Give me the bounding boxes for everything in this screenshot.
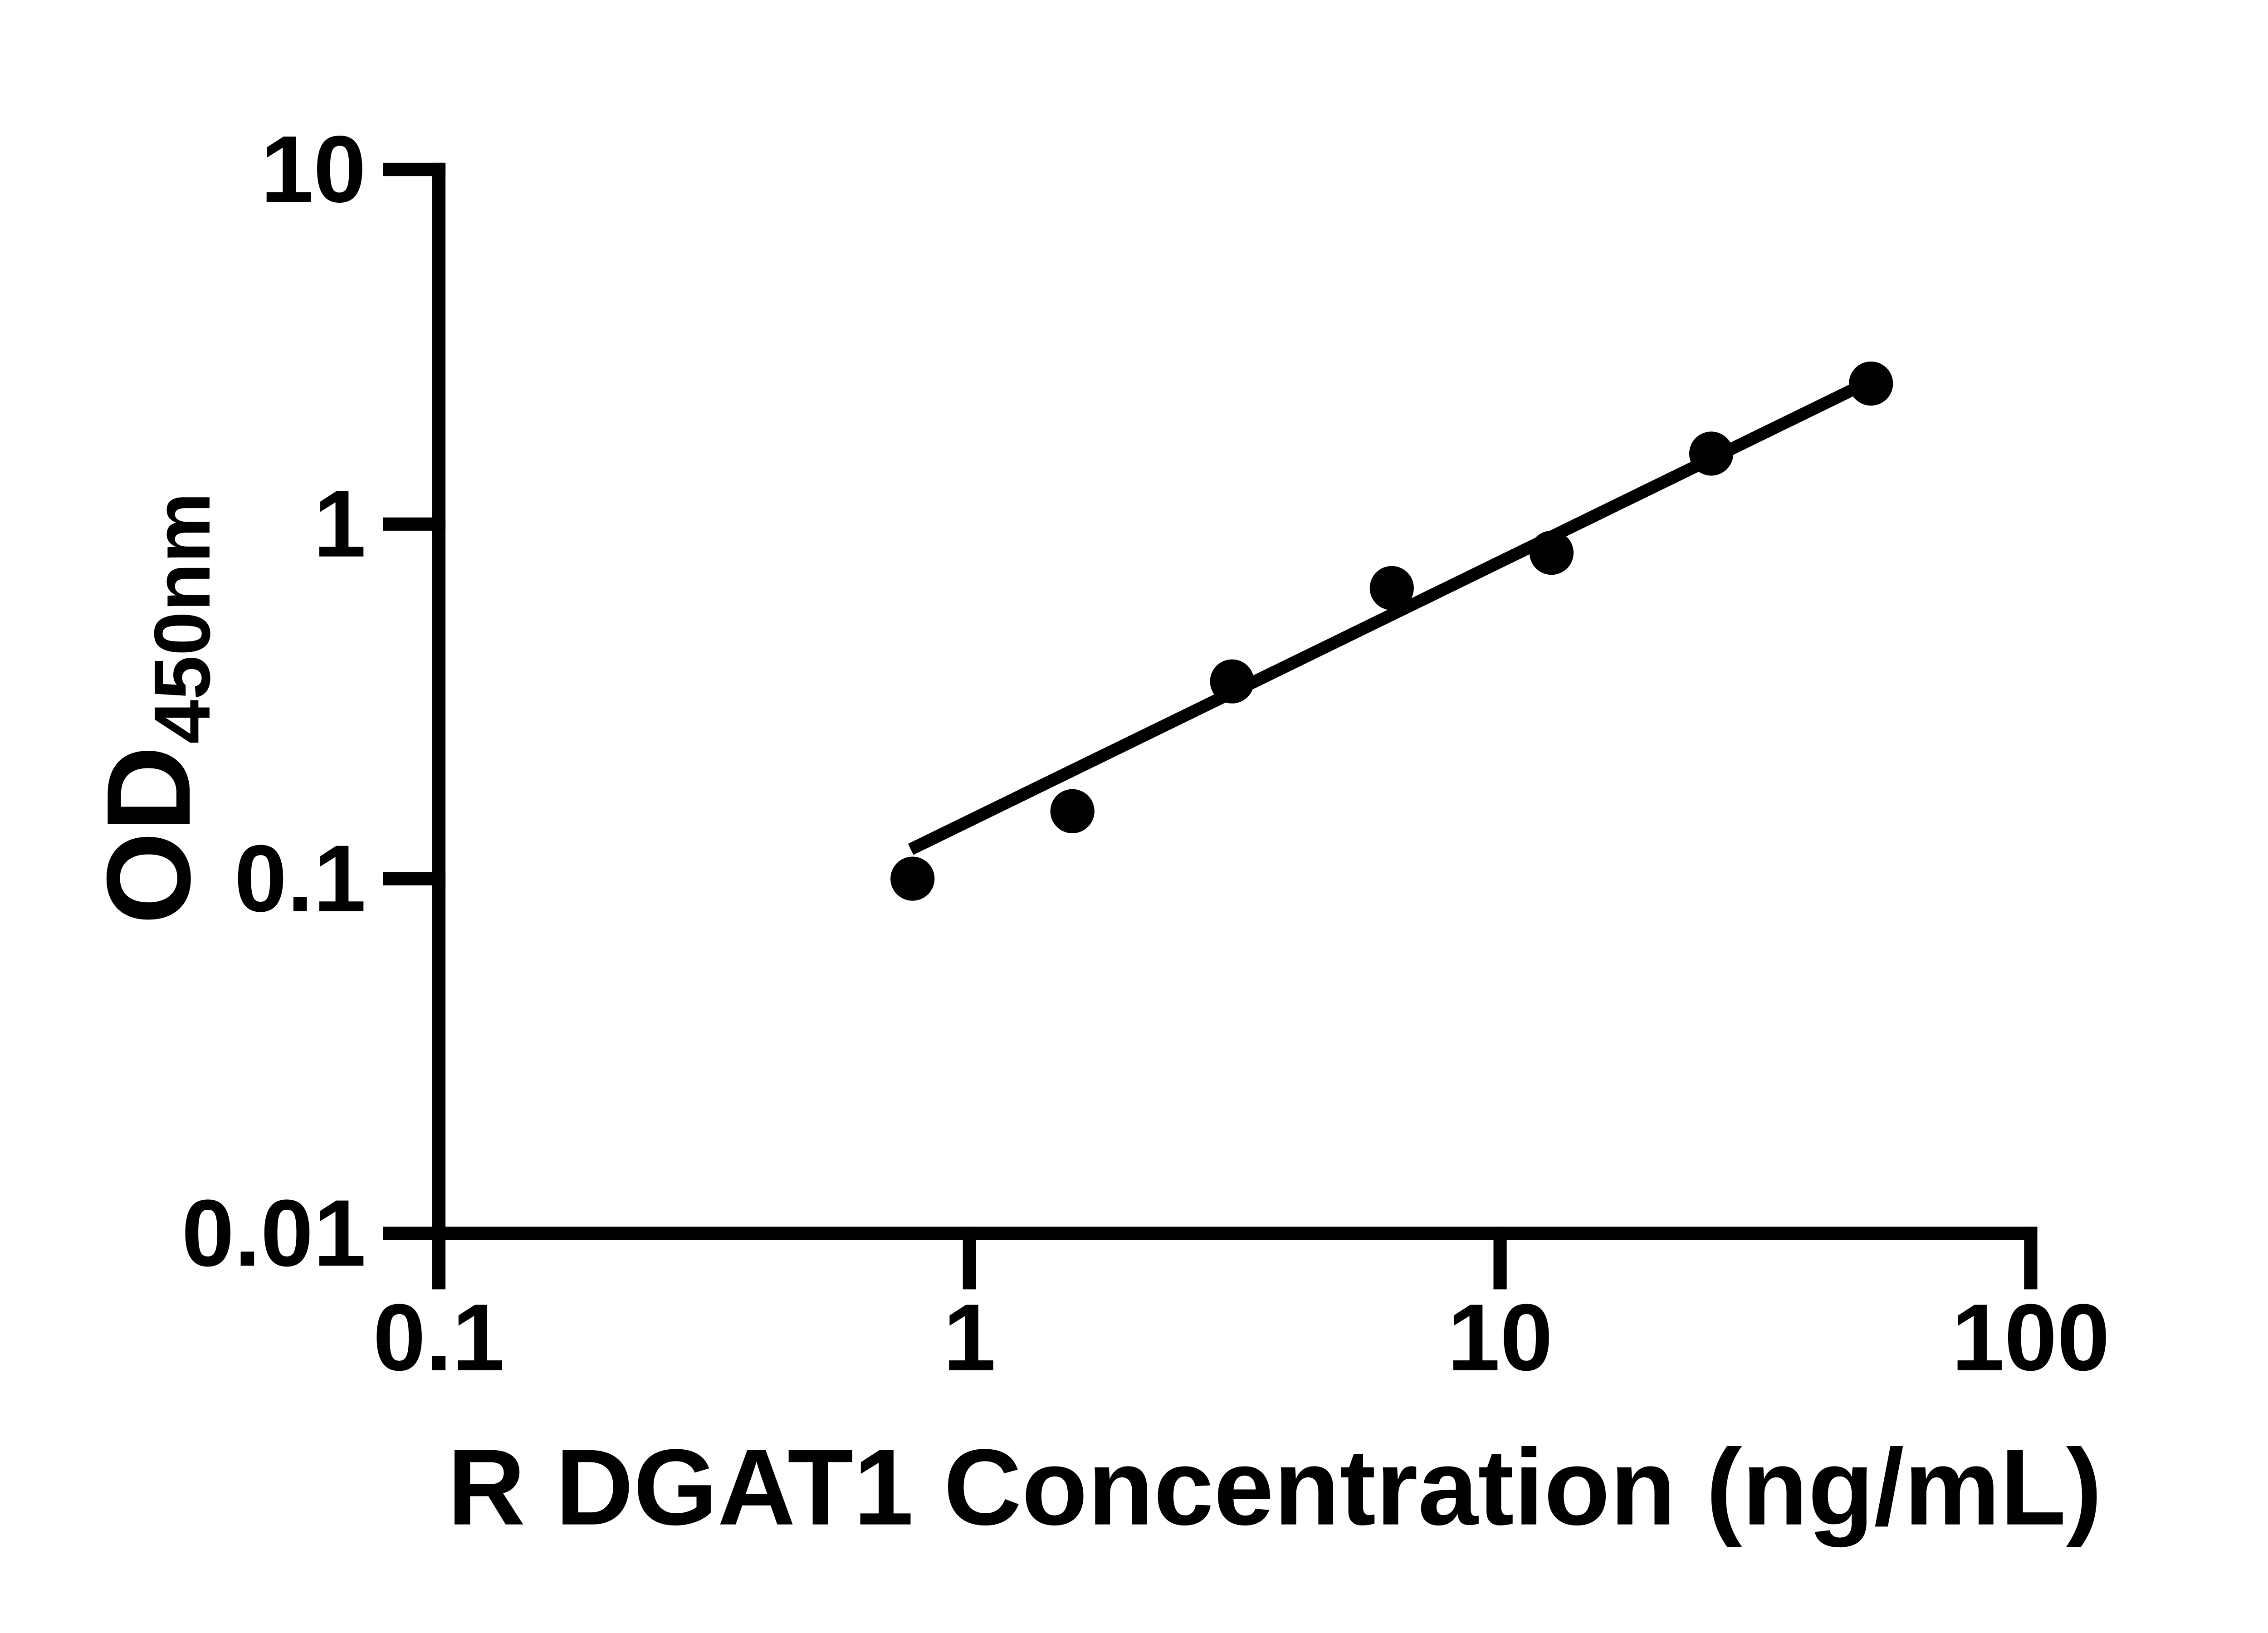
y-axis-title: OD 450nm [82, 492, 227, 924]
data-point [890, 856, 935, 901]
x-tick-label: 1 [943, 1285, 996, 1390]
y-axis-tick-labels: 10 1 0.1 0.01 [181, 117, 366, 1286]
data-point [1849, 361, 1893, 406]
y-tick-label: 0.01 [181, 1180, 366, 1286]
y-tick-label: 0.1 [234, 826, 366, 932]
data-points [890, 361, 1893, 901]
y-tick-label: 10 [261, 117, 367, 222]
x-tick-label: 100 [1951, 1285, 2110, 1390]
data-point [1369, 566, 1414, 611]
data-point [1210, 659, 1254, 704]
x-tick-label: 0.1 [373, 1285, 505, 1390]
data-point [1529, 530, 1574, 575]
y-axis-title-base: OD [82, 746, 215, 924]
x-tick-label: 10 [1447, 1285, 1553, 1390]
x-axis-tick-labels: 0.1 1 10 100 [373, 1285, 2110, 1390]
y-axis-ticks [383, 162, 446, 1240]
x-axis-ticks [432, 1227, 2038, 1290]
y-tick-label: 1 [313, 471, 366, 577]
data-point [1050, 789, 1095, 833]
y-axis-title-subscript: 450nm [138, 492, 227, 744]
data-point [1689, 431, 1734, 476]
x-axis-title: R DGAT1 Concentration (ng/mL) [447, 1427, 2102, 1548]
